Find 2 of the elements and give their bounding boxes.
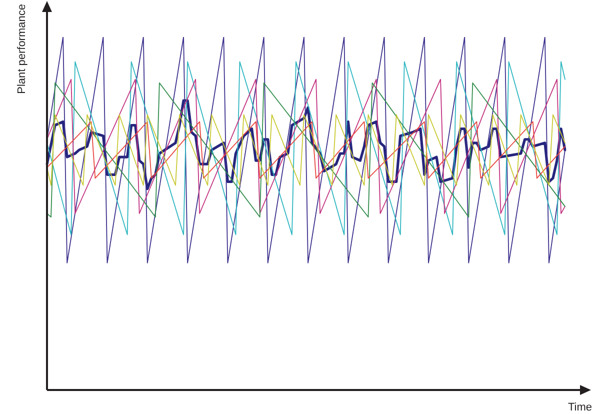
y-axis-title: Plant performance [16,4,28,94]
x-axis-title: Time [568,402,592,414]
